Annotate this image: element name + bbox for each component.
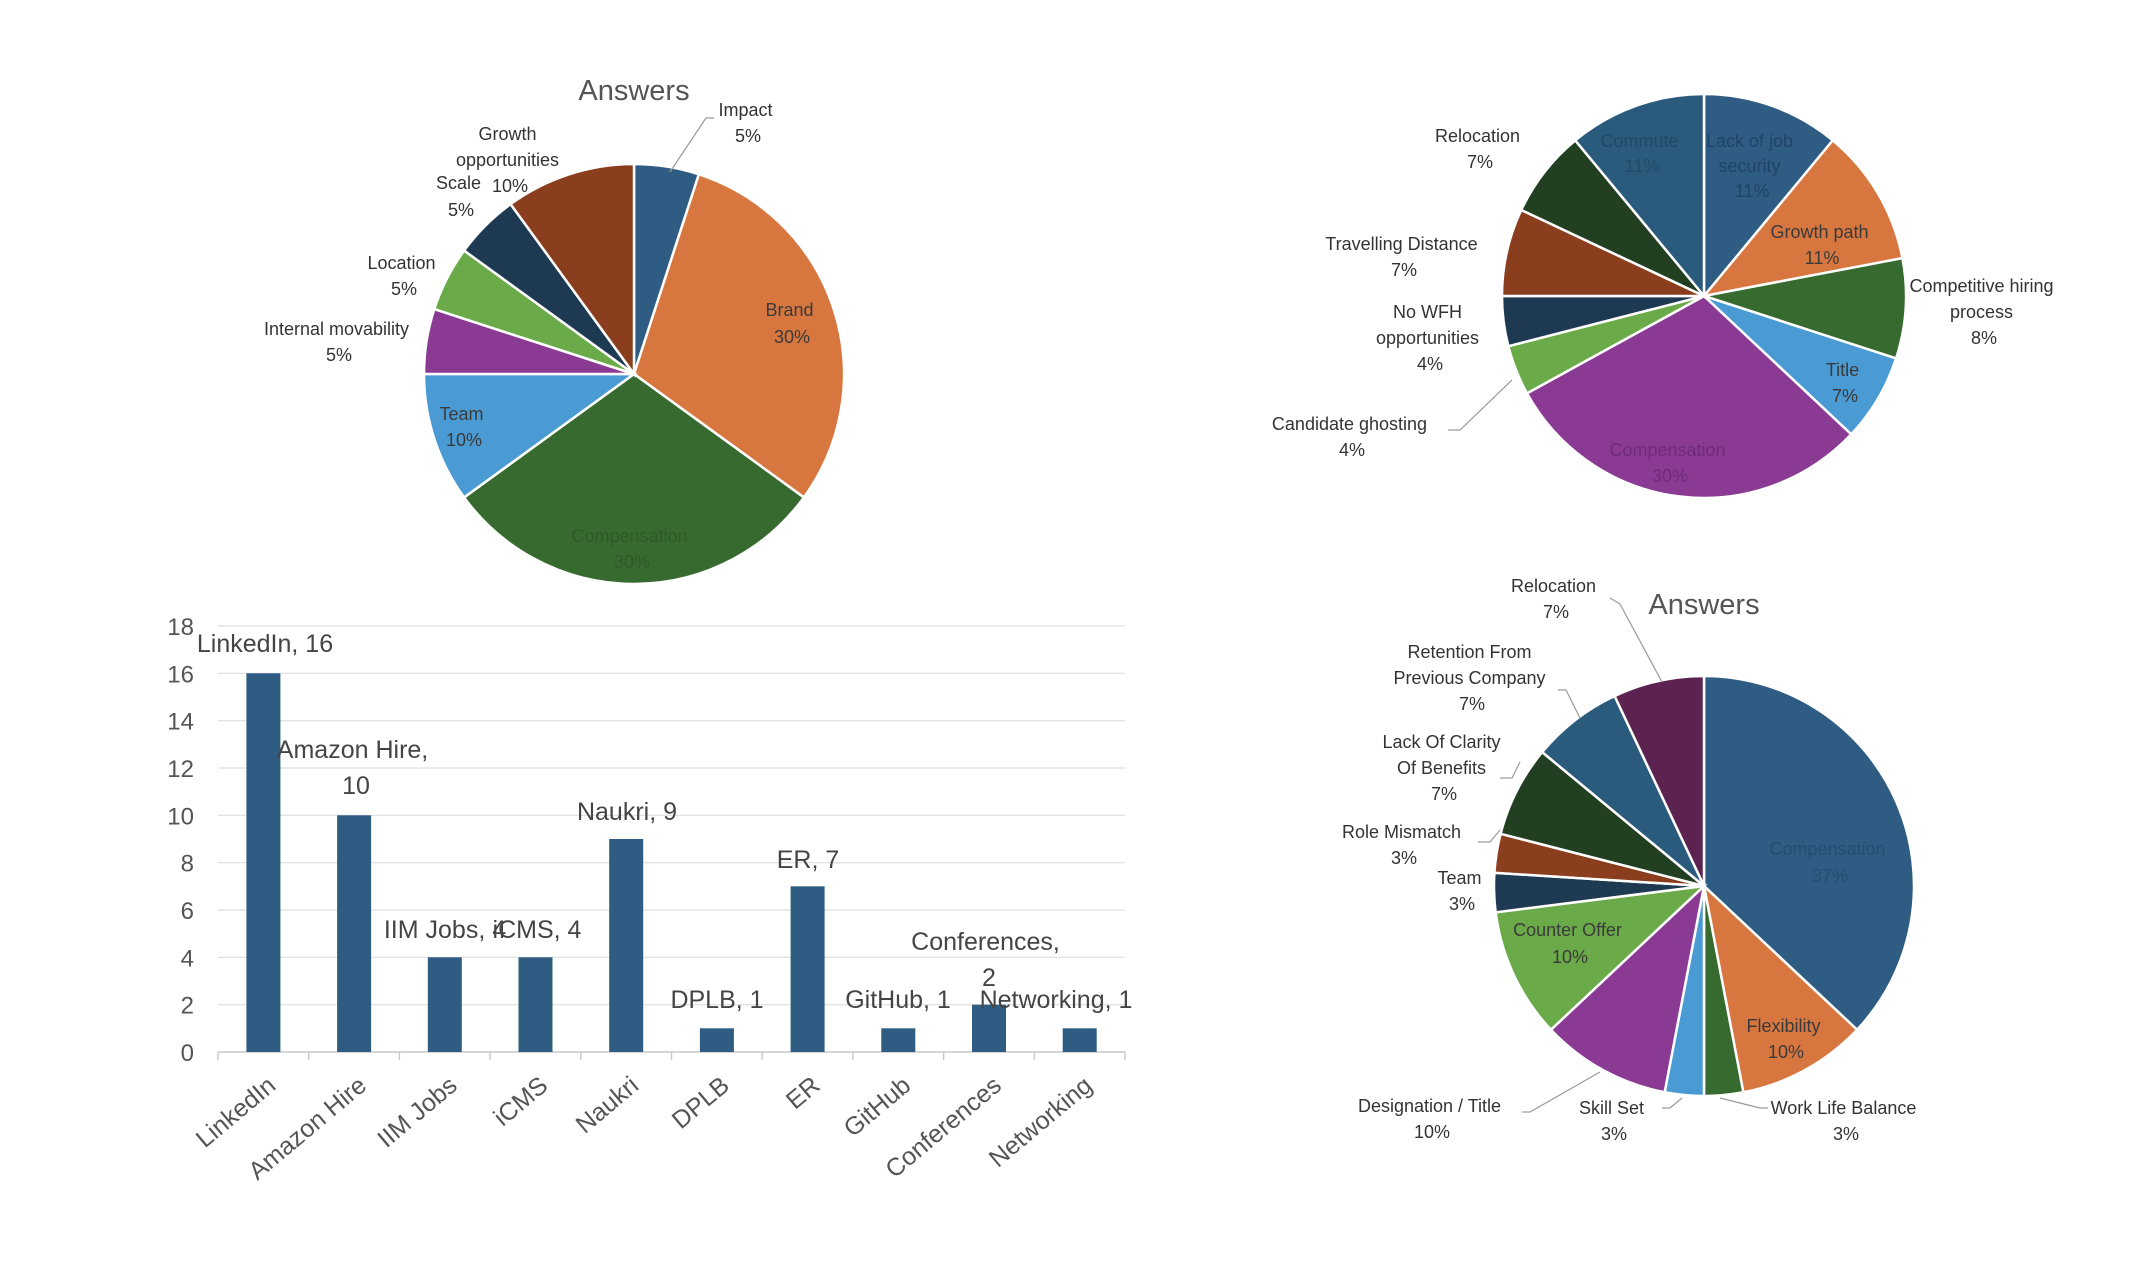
bar-data-label-er: ER, 7	[777, 846, 840, 874]
pie3-label-work-life: Work Life Balance 3%	[1771, 1098, 1922, 1144]
x-category-dplb: DPLB	[667, 1071, 735, 1134]
bar-bars	[217, 673, 1126, 1060]
pie2-label-commute: Commute 11%	[1600, 131, 1683, 176]
pie3-slices	[1492, 674, 1916, 1098]
y-tick-12: 12	[167, 756, 194, 783]
bar-conferences	[972, 1004, 1006, 1052]
bar-data-label-iim-jobs: IIM Jobs, 4	[384, 916, 506, 944]
pie2-slice-growth-path	[1700, 138, 1904, 298]
y-tick-16: 16	[167, 661, 194, 688]
pie3-label-lack-clarity: Lack Of Clarity Of Benefits 7%	[1382, 732, 1505, 804]
bar-data-label-icms: iCMS, 4	[493, 916, 582, 944]
bar-data-label-conferences: Conferences, 2	[911, 928, 1067, 992]
pie-chart-2: Lack of job security 11% Growth path 11%…	[1272, 92, 2058, 500]
bar-data-label-networking: Networking, 1	[980, 986, 1133, 1014]
pie3-label-relocation: Relocation 7%	[1511, 576, 1601, 622]
pie1-label-impact: Impact 5%	[718, 100, 777, 146]
pie2-leader-lines	[1448, 379, 1513, 431]
x-category-er: ER	[781, 1071, 826, 1115]
pie2-label-relocation: Relocation 7%	[1435, 126, 1525, 172]
bar-iim-jobs	[427, 957, 462, 1052]
pie2-label-compensation: Compensation 30%	[1609, 440, 1730, 486]
y-tick-14: 14	[167, 709, 194, 736]
x-category-iim-jobs: IIM Jobs	[372, 1071, 462, 1153]
pie3-slice-compensation	[1702, 674, 1916, 1032]
pie1-title: Answers	[578, 75, 689, 107]
pie2-label-wfh: No WFH opportunities 4%	[1376, 302, 1484, 374]
pie1-label-location: Location 5%	[367, 253, 440, 299]
pie-chart-1: Answers Impact 5% Brand 30% Compensation…	[264, 75, 846, 586]
bar-linkedin	[246, 673, 281, 1052]
pie1-slice-compensation	[462, 372, 806, 586]
x-category-linkedin: LinkedIn	[191, 1071, 281, 1153]
pie2-label-growth-path: Growth path 11%	[1770, 222, 1873, 268]
pie3-label-compensation: Compensation 37%	[1769, 839, 1890, 886]
pie3-label-skill-set: Skill Set 3%	[1579, 1098, 1649, 1144]
y-tick-4: 4	[181, 945, 194, 972]
pie2-slice-lack-of-job-security	[1702, 92, 1835, 300]
pie3-slice-flexibility	[1702, 882, 1859, 1094]
bar-naukri	[609, 839, 644, 1052]
pie2-label-title: Title 7%	[1826, 360, 1864, 406]
x-category-icms: iCMS	[488, 1071, 553, 1132]
pie1-slice-growth-opportunities	[508, 162, 636, 378]
y-tick-6: 6	[181, 898, 194, 925]
bar-dplb	[699, 1028, 734, 1052]
x-category-naukri: Naukri	[571, 1071, 644, 1139]
bar-data-label-github: GitHub, 1	[845, 986, 951, 1014]
pie3-label-counter-offer: Counter Offer 10%	[1513, 920, 1627, 967]
bar-networking	[1062, 1028, 1097, 1052]
pie1-label-internal-movability: Internal movability 5%	[264, 319, 414, 365]
y-tick-10: 10	[167, 803, 194, 830]
pie1-label-growth: Growth opportunities 10%	[456, 124, 564, 196]
bar-y-axis-ticks: 0 2 4 6 8 10 12 14 16 18	[167, 614, 194, 1067]
pie1-label-scale: Scale 5%	[436, 173, 486, 220]
pie2-label-job-security: Lack of job security 11%	[1706, 131, 1798, 201]
bar-data-label-dplb: DPLB, 1	[670, 986, 763, 1014]
y-tick-0: 0	[181, 1040, 194, 1067]
pie2-label-travelling: Travelling Distance 7%	[1325, 234, 1482, 280]
bar-data-label-naukri: Naukri, 9	[577, 798, 677, 826]
pie1-slices	[422, 162, 846, 586]
pie3-label-role-mismatch: Role Mismatch 3%	[1342, 822, 1466, 868]
pie2-label-ghosting: Candidate ghosting 4%	[1272, 414, 1432, 460]
bar-icms	[518, 957, 553, 1052]
pie3-slice-counter-offer	[1494, 884, 1708, 1032]
pie1-slice-team	[422, 372, 638, 500]
pie2-slices	[1500, 92, 1908, 500]
pie3-slice-relocation	[1612, 674, 1706, 887]
pie3-slice-designation-title	[1549, 882, 1706, 1094]
pie-chart-3: Answers Compensation 37% Flexibility 10%…	[1342, 576, 1922, 1144]
pie2-label-competitive: Competitive hiring process 8%	[1909, 276, 2058, 348]
bar-data-label-linkedin: LinkedIn, 16	[197, 630, 333, 658]
bar-data-label-amazon-hire: Amazon Hire, 10	[277, 736, 435, 800]
pie3-title: Answers	[1648, 589, 1759, 621]
pie1-label-compensation: Compensation 30%	[571, 526, 692, 572]
bar-amazon-hire	[337, 815, 372, 1052]
pie2-slice-competitive-hiring-process	[1703, 256, 1908, 360]
pie3-leader-lines	[1478, 597, 1768, 1113]
pie3-label-flexibility: Flexibility 10%	[1746, 1016, 1825, 1062]
pie3-label-team: Team 3%	[1437, 868, 1486, 914]
pie2-slice-compensation	[1525, 294, 1854, 500]
bar-er	[790, 886, 825, 1052]
pie1-leader-lines	[669, 117, 714, 173]
pie2-slice-commute	[1573, 92, 1706, 300]
bar-github	[881, 1028, 916, 1052]
pie1-label-brand: Brand 30%	[765, 300, 818, 347]
y-tick-2: 2	[181, 993, 194, 1020]
pie1-slice-brand	[632, 172, 846, 500]
y-tick-8: 8	[181, 851, 194, 878]
x-category-github: GitHub	[839, 1071, 917, 1142]
pie3-label-designation: Designation / Title 10%	[1358, 1096, 1506, 1142]
y-tick-18: 18	[167, 614, 194, 641]
pie1-label-team: Team 10%	[439, 404, 488, 450]
pie3-label-retention: Retention From Previous Company 7%	[1393, 642, 1550, 714]
